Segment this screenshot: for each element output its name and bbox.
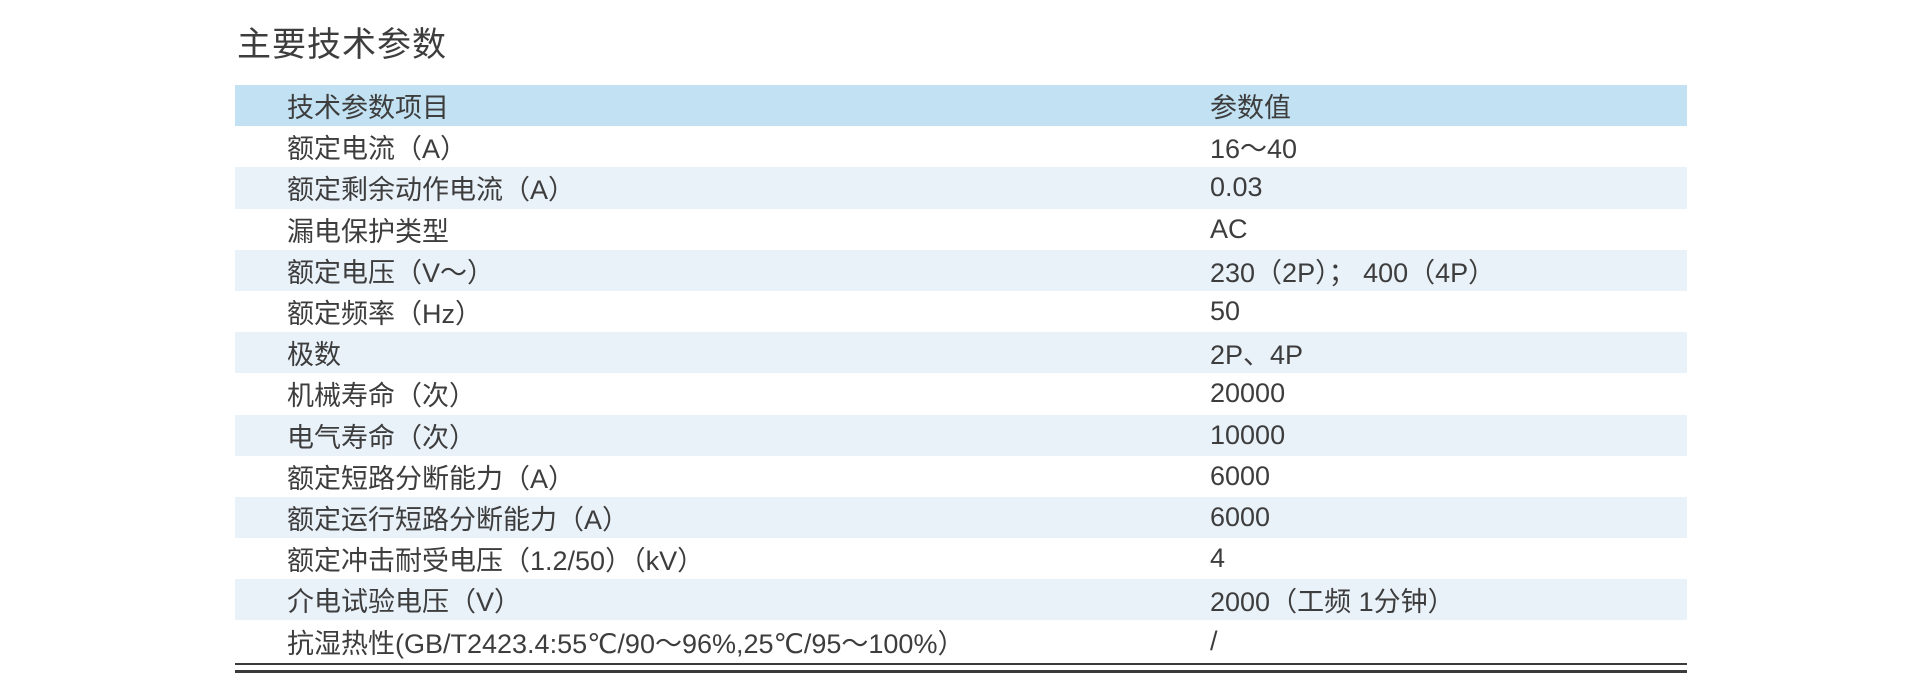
- table-row: 漏电保护类型 AC: [235, 208, 1687, 250]
- table-row: 额定电流（A） 16～40: [235, 126, 1687, 168]
- table-row: 抗湿热性(GB/T2423.4:55℃/90～96%,25℃/95～100%） …: [235, 620, 1687, 662]
- param-label: 抗湿热性(GB/T2423.4:55℃/90～96%,25℃/95～100%）: [287, 628, 965, 659]
- param-value: 4: [1210, 543, 1226, 574]
- page-title: 主要技术参数: [237, 26, 447, 64]
- spec-table-header-row: 技术参数项目 参数值: [235, 85, 1687, 127]
- table-row: 电气寿命（次） 10000: [235, 414, 1687, 456]
- param-label: 介电试验电压（V）: [287, 587, 522, 618]
- table-row: 机械寿命（次） 20000: [235, 373, 1687, 415]
- table-row: 额定电压（V～） 230（2P）； 400（4P）: [235, 249, 1687, 291]
- table-row: 额定频率（Hz） 50: [235, 290, 1687, 333]
- param-value: 6000: [1210, 460, 1271, 491]
- param-label: 机械寿命（次）: [287, 381, 476, 412]
- param-label: 额定电流（A）: [287, 134, 468, 165]
- param-value: AC: [1210, 213, 1248, 244]
- table-row: 额定剩余动作电流（A） 0.03: [235, 167, 1687, 209]
- param-label: 额定冲击耐受电压（1.2/50）（kV）: [287, 546, 705, 577]
- param-label: 额定短路分断能力（A）: [287, 463, 576, 494]
- param-value: 2000（工频 1分钟）: [1210, 587, 1455, 618]
- param-value: 50: [1210, 296, 1241, 327]
- param-value: 230（2P）； 400（4P）: [1210, 257, 1496, 288]
- header-cell-parameter-item: 技术参数项目: [287, 93, 449, 124]
- param-value: 20000: [1210, 378, 1286, 409]
- param-label: 漏电保护类型: [287, 216, 449, 247]
- table-row: 极数 2P、4P: [235, 332, 1687, 374]
- table-row: 额定冲击耐受电压（1.2/50）（kV） 4: [235, 538, 1687, 580]
- param-value: 2P、4P: [1210, 340, 1304, 371]
- param-value: 6000: [1210, 501, 1271, 532]
- param-label: 电气寿命（次）: [287, 422, 476, 453]
- table-row: 介电试验电压（V） 2000（工频 1分钟）: [235, 579, 1687, 621]
- table-row: 额定运行短路分断能力（A） 6000: [235, 496, 1687, 539]
- header-cell-parameter-value: 参数值: [1210, 93, 1291, 124]
- param-value: 10000: [1210, 419, 1286, 450]
- bottom-rule-thick: [235, 669, 1687, 673]
- param-label: 极数: [287, 340, 341, 371]
- param-label: 额定运行短路分断能力（A）: [287, 504, 630, 535]
- param-label: 额定剩余动作电流（A）: [287, 175, 576, 206]
- param-value: 16～40: [1210, 134, 1298, 165]
- param-value: 0.03: [1210, 172, 1263, 203]
- param-label: 额定频率（Hz）: [287, 299, 482, 330]
- bottom-rule-thin: [235, 662, 1687, 665]
- param-value: /: [1210, 625, 1218, 656]
- table-row: 额定短路分断能力（A） 6000: [235, 455, 1687, 497]
- spec-table-body: 额定电流（A） 16～40 额定剩余动作电流（A） 0.03 漏电保护类型 AC…: [235, 126, 1687, 662]
- param-label: 额定电压（V～）: [287, 257, 495, 288]
- spec-table: 技术参数项目 参数值 额定电流（A） 16～40 额定剩余动作电流（A） 0.0…: [235, 85, 1687, 673]
